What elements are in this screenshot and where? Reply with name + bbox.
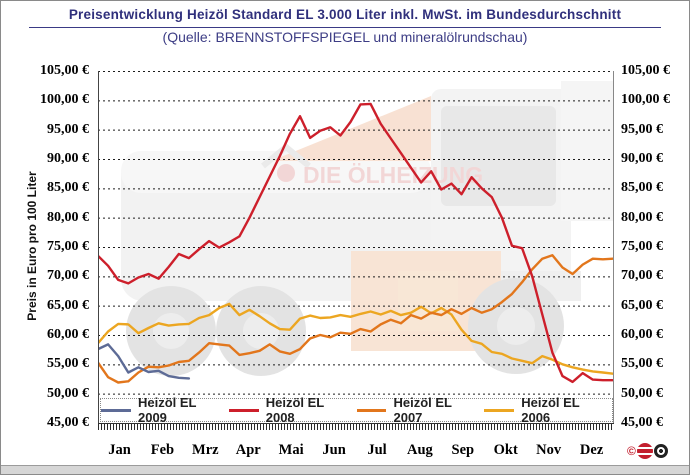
legend-label: Heizöl EL 2009	[137, 395, 197, 425]
legend-label: Heizöl EL 2008	[265, 395, 325, 425]
plot-area: DIE ÖLHEIZUNG	[98, 71, 614, 424]
watermark-roof-icon	[261, 143, 311, 169]
x-tick-apr: Apr	[235, 442, 261, 458]
legend-item-heiz-l-el-2007: Heizöl EL 2007	[356, 395, 485, 425]
brand-ring-icon	[653, 444, 668, 458]
gridlines	[98, 71, 614, 395]
y-tick-right-105-00-: 105,00 €	[621, 63, 670, 78]
x-tick-feb: Feb	[150, 442, 175, 458]
esyoil-logo: ©	[627, 443, 668, 459]
y-tick-right-95-00-: 95,00 €	[621, 121, 663, 137]
watermark-brand-text: DIE ÖLHEIZUNG	[303, 162, 483, 188]
x-tick-mrz: Mrz	[192, 442, 219, 458]
legend-item-heiz-l-el-2008: Heizöl EL 2008	[228, 395, 357, 425]
y-tick-left-90-00-: 90,00 €	[47, 151, 89, 166]
y-tick-right-75-00-: 75,00 €	[621, 239, 663, 254]
y-tick-left-85-00-: 85,00 €	[47, 180, 89, 196]
legend-label: Heizöl EL 2006	[521, 395, 580, 425]
title-underline: Preisentwicklung Heizöl Standard EL 3.00…	[29, 6, 661, 28]
y-tick-right-65-00-: 65,00 €	[621, 297, 663, 313]
y-tick-left-80-00-: 80,00 €	[47, 209, 89, 225]
y-tick-right-60-00-: 60,00 €	[621, 327, 663, 342]
x-tick-jun: Jun	[322, 442, 346, 458]
y-tick-left-95-00-: 95,00 €	[47, 121, 89, 137]
x-tick-jul: Jul	[367, 442, 387, 458]
legend-item-heiz-l-el-2006: Heizöl EL 2006	[484, 395, 612, 425]
legend-line-icon	[356, 408, 387, 412]
x-tick-mai: Mai	[278, 442, 304, 458]
y-tick-left-65-00-: 65,00 €	[47, 297, 89, 313]
y-tick-right-70-00-: 70,00 €	[621, 268, 663, 284]
legend-line-icon	[101, 408, 131, 412]
legend-line-icon	[228, 408, 259, 412]
copyright-icon: ©	[627, 444, 636, 458]
watermark-flame-icon	[277, 164, 295, 182]
y-tick-left-75-00-: 75,00 €	[47, 239, 89, 254]
y-tick-left-60-00-: 60,00 €	[47, 327, 89, 342]
wheel	[126, 286, 216, 376]
legend: Heizöl EL 2009 Heizöl EL 2008 Heizöl EL 20…	[100, 395, 613, 425]
legend-item-heiz-l-el-2009: Heizöl EL 2009	[101, 395, 229, 425]
y-tick-left-100-00-: 100,00 €	[40, 92, 89, 108]
legend-label: Heizöl EL 2007	[393, 395, 452, 425]
y-tick-left-55-00-: 55,00 €	[47, 356, 89, 372]
series-line-heiz-l-el-2009	[98, 343, 191, 380]
y-tick-right-90-00-: 90,00 €	[621, 151, 663, 166]
chart-subtitle: (Quelle: BRENNSTOFFSPIEGEL und mineralöl…	[162, 29, 528, 45]
bottom-strip	[1, 465, 689, 474]
x-tick-jan: Jan	[108, 442, 131, 458]
y-tick-right-80-00-: 80,00 €	[621, 209, 663, 225]
x-tick-nov: Nov	[536, 442, 562, 458]
series-line-heiz-l-el-2006	[98, 302, 614, 375]
y-tick-right-100-00-: 100,00 €	[621, 92, 670, 108]
x-axis-tick-strip	[98, 423, 614, 430]
series-line-heiz-l-el-2007	[98, 253, 614, 384]
x-tick-sep: Sep	[451, 442, 475, 458]
y-axis-title: Preis in Euro pro 100 Liter	[25, 171, 39, 321]
watermark-triangle	[271, 96, 431, 161]
y-tick-left-50-00-: 50,00 €	[47, 385, 89, 401]
x-tick-okt: Okt	[493, 442, 518, 458]
y-tick-right-55-00-: 55,00 €	[621, 356, 663, 372]
y-tick-right-85-00-: 85,00 €	[621, 180, 663, 196]
x-tick-dez: Dez	[579, 442, 604, 458]
y-tick-right-50-00-: 50,00 €	[621, 385, 663, 401]
brand-red-circle-icon	[636, 443, 653, 459]
y-tick-right-45-00-: 45,00 €	[621, 415, 663, 430]
series-line-heiz-l-el-2008	[98, 102, 614, 384]
series-lines	[98, 102, 614, 384]
y-tick-left-70-00-: 70,00 €	[47, 268, 89, 284]
page-title: Preisentwicklung Heizöl Standard EL 3.00…	[68, 7, 622, 22]
y-tick-left-45-00-: 45,00 €	[47, 415, 89, 430]
orange-cargo	[351, 251, 501, 351]
legend-line-icon	[484, 408, 515, 412]
y-tick-left-105-00-: 105,00 €	[40, 63, 89, 78]
x-tick-aug: Aug	[407, 442, 433, 458]
